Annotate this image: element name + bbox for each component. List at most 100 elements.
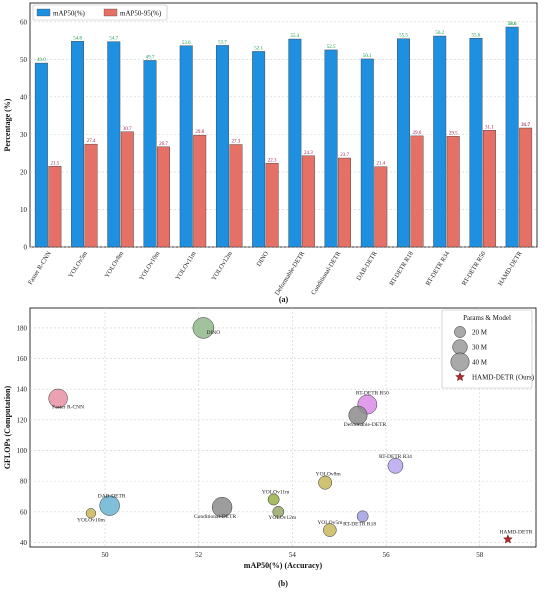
- bar-category-label: Deformable-DETR: [274, 250, 307, 297]
- scatter-point: [356, 510, 369, 523]
- bar-y-tick-label: 20: [20, 168, 28, 176]
- bar-value-label: 54.8: [73, 36, 82, 41]
- bar-legend-entry: mAP50(%): [53, 10, 86, 18]
- scatter-point: [85, 508, 97, 519]
- panel-a-label: (a): [279, 295, 289, 304]
- bar-map50: [288, 38, 302, 248]
- scatter-x-tick-label: 58: [476, 551, 484, 559]
- bar-map50: [469, 38, 483, 248]
- scatter-y-tick-label: 60: [20, 508, 28, 516]
- bar-legend-entry: mAP50-95(%): [120, 10, 162, 18]
- bar-value-label: 58.6: [508, 22, 517, 27]
- bar-value-label: 21.5: [50, 161, 59, 166]
- bar-map50: [505, 26, 519, 248]
- scatter-y-tick-label: 80: [20, 478, 28, 486]
- bar-value-label: 27.3: [232, 140, 241, 145]
- scatter-point: [211, 496, 233, 518]
- bar-value-label: 53.6: [182, 41, 191, 46]
- scatter-point-label: YOLOv12m: [268, 515, 297, 521]
- scatter-point-label: YOLOv10m: [77, 517, 106, 523]
- bar-category-label: YOLOv10m: [138, 250, 161, 282]
- bar-map50-95: [410, 135, 424, 248]
- bar-value-label: 55.6: [472, 33, 481, 38]
- bar-category-label: Faster R-CNN: [27, 250, 53, 286]
- bar-map50: [324, 49, 338, 248]
- scatter-x-tick-label: 54: [289, 551, 297, 559]
- scatter-legend-size-marker: [454, 326, 466, 338]
- bar-legend-swatch: [103, 8, 118, 17]
- bar-value-label: 22.3: [268, 158, 277, 163]
- bar-value-label: 53.7: [218, 40, 227, 45]
- bar-map50-95: [482, 130, 496, 248]
- bar-category-label: YOLOv5m: [67, 250, 89, 279]
- bar-category-label: Conditional-DETR: [310, 250, 343, 297]
- bar-value-label: 55.5: [399, 34, 408, 39]
- bar-category-label: YOLOv8m: [104, 250, 126, 279]
- bar-y-tick-label: 0: [24, 244, 28, 252]
- bar-value-label: 49.0: [37, 58, 46, 63]
- scatter-point: [267, 493, 280, 506]
- scatter-legend: Params & Model 20 M 30 M 40 M HAMD-DETR (Our…: [441, 309, 535, 389]
- bar-legend: mAP50(%) mAP50-95(%): [32, 4, 168, 21]
- bar-value-label: 54.7: [109, 37, 118, 42]
- bar-value-label: 27.4: [87, 139, 96, 144]
- bar-map50-95: [193, 134, 207, 248]
- scatter-point-label: DAB-DETR: [98, 494, 126, 500]
- bar-category-label: RT-DETR R34: [425, 250, 452, 287]
- bar-map50: [143, 60, 157, 248]
- scatter-legend-size-marker: [450, 352, 470, 372]
- bar-value-label: 52.5: [327, 45, 336, 50]
- bar-value-label: 56.2: [435, 31, 444, 36]
- scatter-y-tick-label: 40: [20, 539, 28, 547]
- bar-value-label: 23.7: [340, 153, 349, 158]
- bar-map50-95: [120, 131, 134, 248]
- scatter-point: [348, 405, 368, 425]
- bar-value-label: 29.8: [195, 130, 204, 135]
- bar-legend-swatch: [36, 8, 51, 17]
- bar-category-label: YOLOv11m: [174, 250, 197, 281]
- scatter-point: [272, 505, 285, 518]
- bar-value-label: 29.6: [413, 131, 422, 136]
- scatter-point-label: RT-DETR R50: [356, 391, 389, 397]
- bar-map50-95: [229, 144, 243, 248]
- bar-y-ticks: 0 10 20 30 40 50 60: [20, 18, 28, 251]
- bar-legend-box: [32, 4, 168, 21]
- scatter-point-label: Deformable-DETR: [344, 421, 387, 428]
- scatter-point: [323, 523, 337, 537]
- bar-value-label: 21.4: [376, 162, 385, 167]
- bar-value-label: 29.5: [449, 131, 458, 136]
- scatter-point-label: HAMD-DETR: [499, 529, 532, 535]
- bar-value-label: 26.7: [159, 142, 168, 147]
- scatter-star-point: [502, 534, 513, 544]
- bar-map50-95: [84, 143, 98, 248]
- bar-y-tick-label: 40: [20, 93, 28, 101]
- scatter-legend-entry: 30 M: [472, 344, 488, 352]
- scatter-y-axis-label: GFLOPs (Computation): [3, 386, 12, 470]
- bar-value-label: 31.1: [485, 125, 494, 130]
- scatter-axis-ticks: 50 52 54 56 58 40 60 80 100 120 140 160 180: [17, 324, 484, 559]
- scatter-legend-entry: HAMD-DETR (Ours): [472, 374, 535, 382]
- bar-value-label: 50.1: [363, 54, 372, 59]
- bar-map50-95: [519, 127, 533, 248]
- scatter-legend-entry: 20 M: [472, 329, 488, 337]
- bar-value-label: 49.7: [146, 55, 155, 60]
- scatter-point-label: DINO: [206, 330, 220, 336]
- scatter-y-tick-label: 100: [17, 447, 28, 455]
- bar-y-axis-label: Percentage (%): [3, 98, 12, 151]
- scatter-point-label: Conditional-DETR: [194, 514, 236, 520]
- panel-b-label: (b): [278, 579, 288, 588]
- bar-map50-95: [157, 146, 170, 248]
- scatter-legend-size-marker: [452, 339, 468, 355]
- bar-map50-95: [48, 166, 62, 248]
- scatter-y-tick-label: 180: [17, 324, 28, 332]
- bar-map50-95: [446, 136, 460, 248]
- bar-map50: [179, 45, 193, 248]
- scatter-x-tick-label: 56: [383, 551, 391, 559]
- bar-chart-panel: 49.0 21.5 54.8 27.4 54.7 30.7 49.7 26.7 53.6 29.8…: [3, 2, 538, 304]
- bar-map50: [433, 35, 447, 248]
- scatter-points-group: DINO Faster R-CNN RT-DETR R50 Deformable-DE…: [48, 317, 533, 544]
- bar-map50: [360, 58, 374, 248]
- bar-value-label: 30.7: [123, 127, 132, 132]
- bar-map50-95: [301, 155, 315, 248]
